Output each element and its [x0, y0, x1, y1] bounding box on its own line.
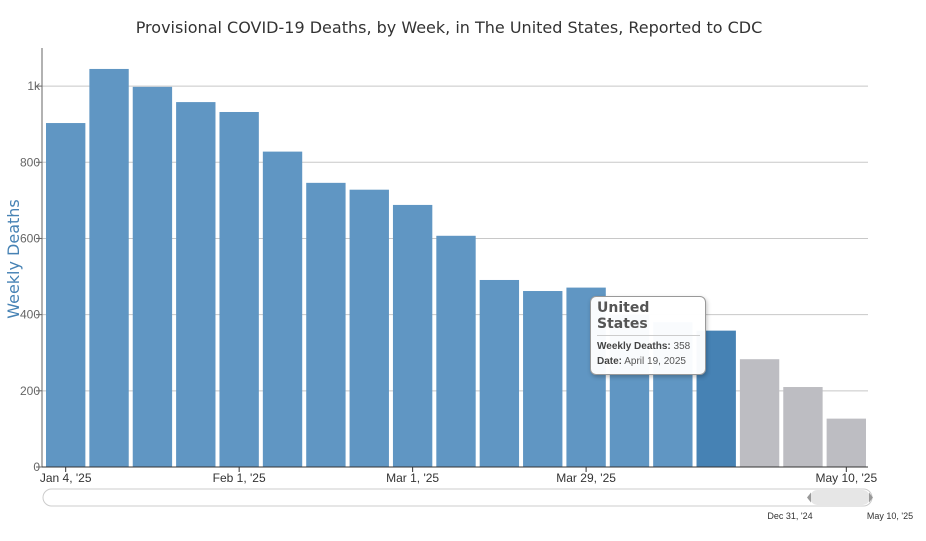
bar-3[interactable] [132, 86, 173, 468]
navigator-right-handle[interactable] [869, 492, 873, 503]
bar-2[interactable] [89, 68, 129, 467]
tooltip-deaths-label: Weekly Deaths: [597, 341, 671, 352]
y-tick-label: 600 [20, 231, 40, 245]
bar-17[interactable] [739, 359, 780, 467]
y-axis-label: Weekly Deaths [4, 199, 23, 319]
bar-12[interactable] [523, 291, 563, 467]
tooltip-date-value: April 19, 2025 [624, 356, 686, 367]
bar-4[interactable] [176, 102, 216, 468]
navigator-range[interactable] [810, 490, 870, 505]
x-axis-ticks: Jan 4, '25 Feb 1, '25 Mar 1, '25 Mar 29, '2… [40, 467, 877, 485]
x-tick-label: Mar 29, '25 [556, 471, 616, 485]
y-tick-label: 200 [20, 384, 40, 398]
chart-title: Provisional COVID-19 Deaths, by Week, in… [136, 18, 763, 37]
navigator-left-handle[interactable] [807, 492, 811, 503]
tooltip-date-row: Date: April 19, 2025 [597, 354, 700, 369]
navigator-start-label: Dec 31, '24 [767, 511, 812, 521]
y-tick-label: 0 [33, 460, 40, 474]
bar-8[interactable] [349, 189, 389, 467]
tooltip-date-label: Date: [597, 356, 623, 367]
bar-11[interactable] [479, 279, 520, 467]
tooltip-title: United States [597, 300, 700, 336]
bar-18[interactable] [783, 387, 823, 467]
tooltip-deaths-value: 358 [673, 341, 691, 352]
tooltip-deaths-row: Weekly Deaths: 358 [597, 339, 700, 354]
navigator-end-label: May 10, '25 [867, 511, 913, 521]
bar-6[interactable] [262, 151, 303, 467]
bar-7[interactable] [306, 182, 346, 468]
bar-19[interactable] [826, 418, 866, 467]
bar-10[interactable] [436, 235, 476, 467]
y-tick-label: 800 [20, 155, 40, 169]
y-axis-ticks: 0 200 400 600 800 1k [20, 79, 42, 474]
navigator[interactable]: Dec 31, '24 May 10, '25 [42, 488, 913, 521]
x-tick-label: May 10, '25 [815, 471, 877, 485]
x-tick-label: Jan 4, '25 [40, 471, 92, 485]
bar-5[interactable] [219, 111, 259, 467]
bars[interactable] [46, 68, 866, 468]
tooltip: United States Weekly Deaths: 358 Date: A… [590, 296, 706, 375]
x-tick-label: Feb 1, '25 [213, 471, 266, 485]
navigator-track[interactable] [42, 488, 873, 507]
x-tick-label: Mar 1, '25 [386, 471, 439, 485]
y-tick-label: 1k [27, 79, 41, 93]
y-tick-label: 400 [20, 308, 40, 322]
bar-1[interactable] [46, 123, 86, 467]
bar-9[interactable] [392, 204, 433, 467]
